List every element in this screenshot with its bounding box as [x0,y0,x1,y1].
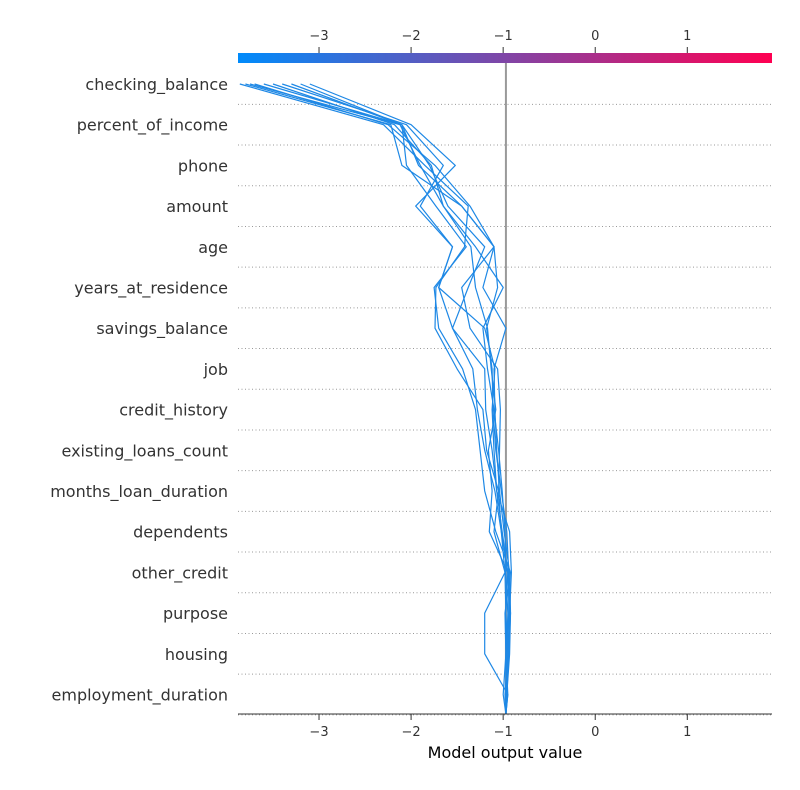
decision-line [291,83,509,715]
feature-label: dependents [133,523,228,542]
bottom-tick-label: 0 [591,725,599,740]
top-tick-label: −2 [402,29,421,44]
decision-lines [239,83,512,715]
decision-line [254,83,510,715]
feature-label: age [198,238,228,257]
decision-line [249,83,509,714]
feature-label: months_loan_duration [50,482,228,502]
decision-line [272,83,509,714]
feature-label: employment_duration [52,686,228,706]
feature-label: phone [178,156,228,175]
feature-label: existing_loans_count [62,441,228,461]
decision-line [282,83,512,714]
bottom-tick-label: −1 [494,725,513,740]
feature-label: savings_balance [96,319,228,339]
top-tick-label: −3 [309,29,328,44]
feature-label: percent_of_income [77,116,228,136]
colorbar [238,53,772,63]
feature-label: checking_balance [85,75,228,95]
feature-label: job [203,360,228,379]
decision-line [300,83,512,715]
decision-line [245,83,512,715]
bottom-tick-label: −2 [402,725,421,740]
decision-line [309,83,512,715]
bottom-tick-label: 1 [683,725,691,740]
bottom-axis: −3 −2 −1 0 1 [309,714,691,740]
decision-line [239,83,509,715]
feature-label: housing [165,645,228,664]
top-axis: −3 −2 −1 0 1 [309,29,691,53]
x-axis-title: Model output value [428,743,583,762]
feature-label: other_credit [132,563,228,583]
top-tick-label: −1 [494,29,513,44]
feature-label: years_at_residence [74,279,228,299]
top-tick-label: 0 [591,29,599,44]
bottom-tick-label: −3 [309,725,328,740]
feature-label: purpose [163,604,228,623]
feature-label: amount [166,197,228,216]
top-tick-label: 1 [683,29,691,44]
feature-label: credit_history [119,401,228,421]
